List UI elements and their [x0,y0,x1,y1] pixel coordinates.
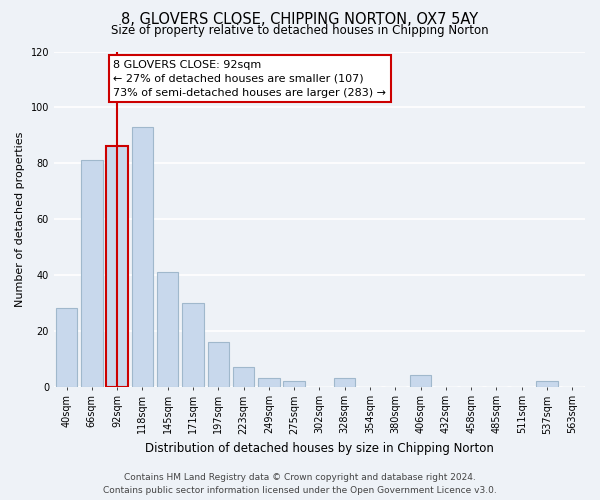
Bar [81,160,103,386]
X-axis label: Distribution of detached houses by size in Chipping Norton: Distribution of detached houses by size … [145,442,494,455]
Y-axis label: Number of detached properties: Number of detached properties [15,132,25,306]
Bar [283,381,305,386]
Bar [258,378,280,386]
Bar [182,303,204,386]
Bar [233,367,254,386]
Bar [536,381,558,386]
Text: Size of property relative to detached houses in Chipping Norton: Size of property relative to detached ho… [111,24,489,37]
Bar [131,127,153,386]
Bar [157,272,178,386]
Bar [334,378,355,386]
Text: 8, GLOVERS CLOSE, CHIPPING NORTON, OX7 5AY: 8, GLOVERS CLOSE, CHIPPING NORTON, OX7 5… [121,12,479,28]
Text: Contains HM Land Registry data © Crown copyright and database right 2024.
Contai: Contains HM Land Registry data © Crown c… [103,474,497,495]
Bar [410,376,431,386]
Bar [56,308,77,386]
Text: 8 GLOVERS CLOSE: 92sqm
← 27% of detached houses are smaller (107)
73% of semi-de: 8 GLOVERS CLOSE: 92sqm ← 27% of detached… [113,60,386,98]
Bar [208,342,229,386]
Bar [106,146,128,386]
